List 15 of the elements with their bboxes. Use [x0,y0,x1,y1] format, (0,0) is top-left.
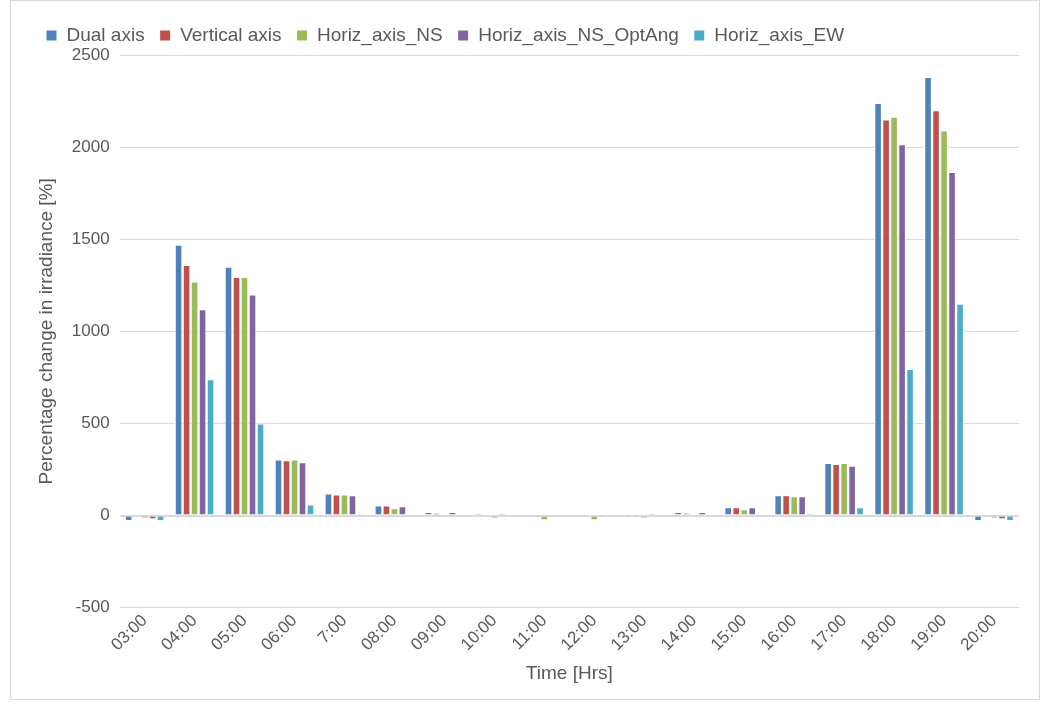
y-tick-label: 500 [81,413,110,433]
y-tick-label: 2500 [71,44,110,64]
legend-label: Horiz_axis_NS [317,23,443,46]
legend-label: Horiz_axis_NS_OptAng [478,23,679,46]
legend-label: Horiz_axis_EW [714,23,845,46]
y-tick-label: 1000 [71,321,110,341]
y-tick-label: 0 [100,505,110,525]
y-tick-label: -500 [75,597,110,617]
y-tick-label: 1500 [71,228,110,248]
x-axis-title: Time [Hrs] [525,661,613,683]
legend-label: Dual axis [66,23,145,45]
x-tick-label: 7:00 [313,610,351,648]
legend-label: Vertical axis [180,23,282,45]
y-axis-title: Percentage change in irradiance [%] [34,178,56,485]
y-tick-label: 2000 [71,136,110,156]
